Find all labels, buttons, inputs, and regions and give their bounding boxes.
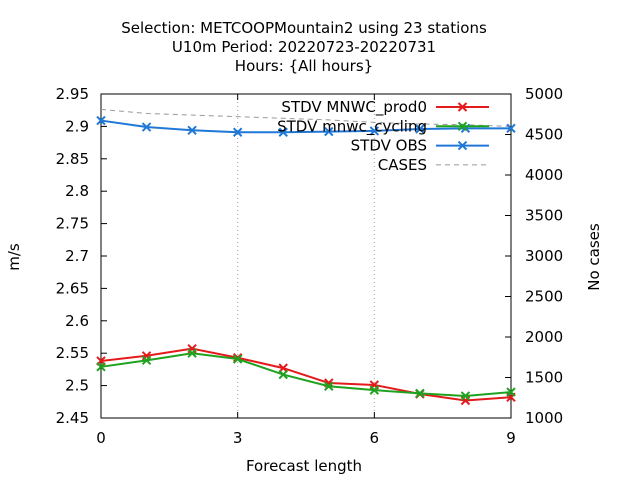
legend-item: STDV OBS (351, 137, 489, 155)
series-1-line (100, 352, 512, 397)
marker-stroke (141, 355, 152, 366)
legend-label: STDV MNWC_prod0 (281, 98, 427, 117)
legend-item: STDV mnwc_cycling (277, 117, 489, 136)
y2-tick-label: 5000 (525, 85, 563, 103)
marker-stroke (506, 123, 516, 134)
series-1-point (232, 354, 243, 364)
y-tick-label: 2.95 (56, 85, 89, 103)
series-1-point (506, 387, 516, 397)
y2-tick-label: 3000 (525, 247, 563, 265)
marker-stroke (457, 102, 468, 112)
legend-label: STDV OBS (351, 137, 427, 155)
marker-stroke (457, 121, 468, 132)
series-1-point (324, 381, 334, 391)
marker-stroke (324, 126, 334, 137)
marker-stroke (187, 125, 197, 135)
y-tick-label: 2.6 (65, 312, 89, 330)
marker-stroke (96, 115, 106, 126)
marker-stroke (324, 381, 334, 391)
series-2-point (278, 127, 288, 137)
y-tick-label: 2.45 (56, 409, 89, 427)
marker-stroke (278, 127, 288, 137)
y-tick-label: 2.85 (56, 150, 89, 168)
legend-marker (457, 102, 468, 112)
y-tick-label: 2.7 (65, 247, 89, 265)
x-tick-label: 0 (96, 429, 106, 447)
y2-tick-label: 4000 (525, 166, 563, 184)
marker-stroke (506, 387, 516, 397)
legend-item: CASES (378, 156, 489, 174)
series-2-point (141, 122, 152, 132)
marker-stroke (460, 391, 471, 401)
legend-label: CASES (378, 156, 427, 174)
legend-marker (457, 140, 468, 151)
x-tick-label: 3 (233, 429, 243, 447)
series-2-line (100, 119, 511, 134)
series-2-point (415, 124, 425, 134)
x-tick-label: 9 (506, 429, 516, 447)
series-1-point (460, 391, 471, 401)
series-2-point (369, 126, 380, 136)
axes: 2.45 2.5 2.55 2.6 2.65 2.7 2.75 2.8 2.85 2.9 2.95 1… (56, 85, 564, 447)
series-1-point (187, 348, 197, 358)
y-tick-label: 2.9 (65, 117, 89, 135)
marker-stroke (278, 369, 288, 380)
title-line-3: Hours: {All hours} (235, 57, 373, 75)
x-tick-label: 6 (370, 429, 380, 447)
title-line-1: Selection: METCOOPMountain2 using 23 sta… (121, 19, 487, 37)
y-tick-label: 2.5 (65, 377, 89, 395)
y2-tick-label: 1500 (525, 369, 563, 387)
series-3-line (100, 108, 512, 127)
y2-tick-label: 4500 (525, 126, 563, 144)
y-tick-label: 2.75 (56, 215, 89, 233)
chart-title: Selection: METCOOPMountain2 using 23 sta… (121, 19, 487, 75)
series-2-point (232, 127, 243, 137)
series (96, 108, 516, 406)
y-axis-label: m/s (5, 243, 23, 271)
series-2-point (506, 123, 516, 134)
series-1-point (415, 388, 425, 399)
marker-stroke (369, 126, 380, 136)
legend-label: STDV mnwc_cycling (277, 117, 427, 136)
series-1-point (369, 385, 380, 395)
series-1-point (141, 355, 152, 366)
series-0-line (100, 347, 512, 402)
y2-axis-label: No cases (585, 223, 603, 291)
marker-stroke (232, 354, 243, 364)
y2-tick-label: 3500 (525, 207, 563, 225)
marker-stroke (96, 362, 106, 372)
marker-stroke (457, 140, 468, 151)
series-2-point (187, 125, 197, 135)
y2-tick-label: 2000 (525, 328, 563, 346)
legend-item: STDV MNWC_prod0 (281, 98, 489, 117)
marker-stroke (415, 124, 425, 134)
marker-stroke (187, 348, 197, 358)
y2-tick-label: 2500 (525, 288, 563, 306)
y-tick-label: 2.8 (65, 182, 89, 200)
marker-stroke (232, 127, 243, 137)
x-axis-label: Forecast length (246, 457, 362, 475)
y-tick-label: 2.55 (56, 344, 89, 362)
marker-stroke (141, 122, 152, 132)
marker-stroke (369, 385, 380, 395)
series-1-point (96, 362, 106, 372)
series-2-point (96, 115, 106, 126)
series-1-point (278, 369, 288, 380)
marker-stroke (415, 388, 425, 399)
series-2-point (324, 126, 334, 137)
y-tick-label: 2.65 (56, 279, 89, 297)
title-line-2: U10m Period: 20220723-20220731 (172, 38, 436, 56)
y2-tick-label: 1000 (525, 409, 563, 427)
plot-frame (100, 93, 512, 419)
legend-marker (457, 121, 468, 132)
